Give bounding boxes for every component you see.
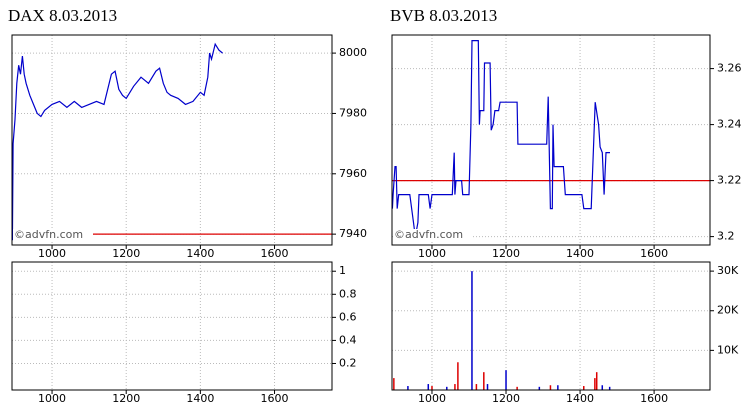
plot-frame [391, 261, 711, 391]
volume-bar [595, 372, 598, 390]
plot-area [12, 35, 332, 245]
x-tick-label: 1000 [38, 247, 66, 260]
volume-bar [483, 372, 485, 390]
price-line [391, 40, 610, 237]
x-tick-label: 1000 [418, 247, 446, 260]
volume-bar [516, 386, 518, 390]
y-tick-label: 0.2 [339, 356, 357, 369]
chart-title: DAX 8.03.2013 [8, 6, 117, 25]
plot-frame [391, 34, 711, 246]
volume-bar [594, 378, 596, 390]
chart-title: BVB 8.03.2013 [390, 6, 497, 25]
x-tick-label: 1600 [640, 247, 668, 260]
y-tick-label: 30K [717, 264, 739, 277]
y-tick-label: 3.22 [717, 174, 742, 187]
x-tick-label: 1200 [112, 247, 140, 260]
plot-frame [11, 261, 333, 391]
plot-area [392, 262, 710, 390]
y-tick-label: 20K [717, 304, 739, 317]
volume-bar [393, 378, 395, 390]
y-tick-label: 7940 [339, 227, 367, 240]
x-tick-label: 1000 [418, 392, 446, 405]
plot-area [392, 35, 710, 245]
y-tick-label: 1 [339, 264, 346, 277]
x-tick-label: 1200 [492, 392, 520, 405]
x-tick-label: 1000 [38, 392, 66, 405]
volume-bar [601, 385, 604, 390]
y-tick-label: 0.8 [339, 287, 357, 300]
x-tick-label: 1600 [640, 392, 668, 405]
x-tick-label: 1400 [566, 392, 594, 405]
volume-bar [608, 386, 611, 390]
volume-bar [454, 384, 456, 390]
volume-bar [446, 386, 448, 390]
volume-bar [549, 385, 552, 390]
y-tick-label: 10K [717, 343, 739, 356]
plot-frame [11, 34, 333, 246]
volume-bar [475, 384, 478, 390]
volume-bar [427, 384, 430, 390]
watermark-bg [393, 229, 473, 242]
y-tick-label: 3.2 [717, 230, 735, 243]
volume-bar [557, 385, 559, 390]
price-line [11, 42, 223, 241]
volume-bar [431, 386, 433, 390]
x-tick-label: 1400 [566, 247, 594, 260]
volume-bar [471, 271, 473, 390]
y-tick-label: 7980 [339, 106, 367, 119]
y-tick-label: 3.24 [717, 118, 742, 131]
y-tick-label: 0.4 [339, 333, 357, 346]
volume-bar [486, 384, 489, 390]
x-tick-label: 1600 [261, 247, 289, 260]
y-tick-label: 0.6 [339, 310, 357, 323]
volume-bar [538, 386, 541, 390]
watermark: ©advfn.com [394, 228, 463, 241]
y-tick-label: 3.26 [717, 62, 742, 75]
x-tick-label: 1400 [186, 392, 214, 405]
y-tick-label: 7960 [339, 167, 367, 180]
volume-bar [407, 386, 409, 390]
x-tick-label: 1400 [186, 247, 214, 260]
watermark-bg [13, 229, 93, 242]
x-tick-label: 1600 [261, 392, 289, 405]
watermark: ©advfn.com [14, 228, 83, 241]
volume-bar [505, 370, 507, 390]
volume-bar [583, 386, 585, 390]
x-tick-label: 1200 [492, 247, 520, 260]
plot-area [12, 262, 332, 390]
x-tick-label: 1200 [112, 392, 140, 405]
y-tick-label: 8000 [339, 46, 367, 59]
volume-bar [457, 362, 459, 390]
